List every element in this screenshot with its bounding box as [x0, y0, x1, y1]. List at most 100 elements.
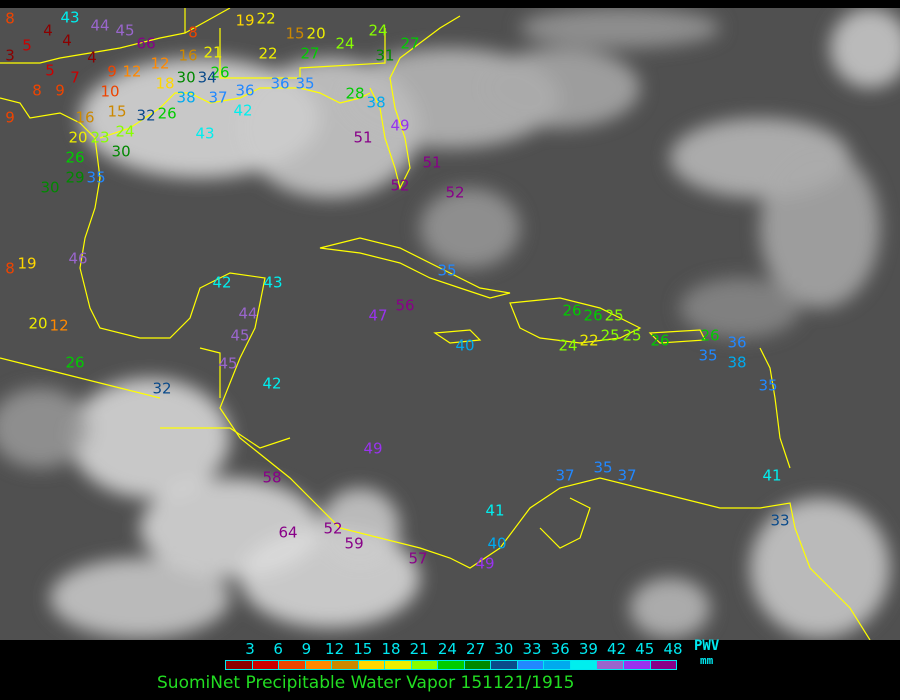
station-pwv-label: 5	[45, 62, 55, 80]
station-pwv-label: 31	[375, 47, 394, 65]
station-pwv-label: 26	[562, 302, 581, 320]
coastline	[433, 329, 482, 344]
color-swatch	[305, 661, 333, 669]
station-pwv-label: 44	[238, 305, 257, 323]
station-pwv-label: 32	[152, 380, 171, 398]
legend-tick: 45	[635, 640, 655, 658]
station-pwv-label: 59	[345, 535, 364, 553]
station-pwv-label: 47	[368, 307, 387, 325]
station-pwv-label: 29	[65, 169, 84, 187]
coastlines	[0, 8, 871, 640]
station-pwv-label: 27	[400, 35, 419, 53]
station-pwv-label: 38	[177, 89, 196, 107]
station-pwv-label: 27	[300, 45, 319, 63]
station-pwv-label: 36	[727, 334, 746, 352]
station-pwv-label: 21	[203, 44, 222, 62]
station-pwv-label: 15	[107, 103, 126, 121]
color-swatch	[597, 661, 624, 669]
station-pwv-label: 41	[762, 467, 781, 485]
station-pwv-label: 4	[62, 32, 72, 50]
station-pwv-label: 44	[90, 17, 109, 35]
legend-tick: 3	[245, 640, 255, 658]
station-pwv-label: 38	[727, 354, 746, 372]
cloud	[320, 488, 400, 568]
cloud	[420, 188, 520, 268]
legend-label: PWV	[694, 638, 720, 654]
station-pwv-label: 41	[485, 502, 504, 520]
legend-tick: 6	[273, 640, 283, 658]
legend-tick: 15	[353, 640, 373, 658]
station-pwv-label: 26	[65, 149, 84, 167]
station-pwv-label: 57	[408, 550, 427, 568]
station-pwv-label: 24	[115, 123, 134, 141]
color-swatch	[226, 661, 253, 669]
cloud	[760, 148, 880, 308]
map-title: SuomiNet Precipitable Water Vapor 151121…	[157, 673, 575, 693]
station-pwv-label: 35	[698, 347, 717, 365]
station-pwv-label: 25	[601, 327, 620, 345]
cloud	[50, 558, 230, 638]
coastline	[0, 357, 161, 399]
station-pwv-label: 64	[278, 524, 297, 542]
station-pwv-label: 35	[87, 169, 106, 187]
station-pwv-label: 8	[5, 260, 15, 278]
station-pwv-label: 43	[60, 9, 79, 27]
coastline	[369, 15, 461, 190]
color-swatch	[623, 661, 651, 669]
legend-tick: 39	[578, 640, 598, 658]
station-pwv-label: 45	[230, 327, 249, 345]
station-pwv-label: 15	[285, 25, 304, 43]
station-pwv-label: 49	[475, 555, 494, 573]
station-pwv-label: 33	[770, 512, 789, 530]
station-pwv-label: 10	[100, 83, 119, 101]
station-pwv-label: 24	[558, 337, 577, 355]
cloud	[480, 48, 640, 128]
station-pwv-label: 37	[617, 467, 636, 485]
coastline	[99, 87, 371, 139]
color-swatch	[385, 661, 412, 669]
color-swatch	[491, 661, 518, 669]
cloud	[750, 498, 890, 638]
color-swatch	[252, 661, 280, 669]
station-pwv-label: 19	[235, 12, 254, 30]
station-pwv-label: 36	[270, 75, 289, 93]
legend-tick: 30	[494, 640, 514, 658]
color-swatch	[650, 661, 677, 669]
color-swatch	[544, 661, 571, 669]
legend-tick: 27	[466, 640, 486, 658]
cloud	[830, 8, 900, 88]
legend-tick: 36	[550, 640, 570, 658]
station-pwv-label: 24	[368, 22, 387, 40]
station-pwv-label: 40	[487, 535, 506, 553]
station-pwv-label: 20	[28, 315, 47, 333]
cloud	[520, 8, 720, 48]
legend-tick: 48	[663, 640, 683, 658]
station-pwv-label: 3	[5, 47, 15, 65]
station-pwv-label: 12	[122, 63, 141, 81]
station-pwv-label: 30	[112, 143, 131, 161]
station-pwv-label: 26	[210, 64, 229, 82]
color-swatch	[358, 661, 386, 669]
station-pwv-label: 49	[390, 117, 409, 135]
station-pwv-label: 42	[262, 375, 281, 393]
legend-tick: 33	[522, 640, 542, 658]
color-swatch	[464, 661, 492, 669]
station-pwv-label: 37	[555, 467, 574, 485]
legend-unit: mm	[700, 654, 714, 667]
color-swatch	[570, 661, 598, 669]
station-pwv-label: 52	[323, 520, 342, 538]
legend: 3 6 9 12 15 18 21 24 27 30 33 36 39 42 45 48	[0, 640, 900, 700]
coastline	[539, 497, 591, 549]
station-pwv-label: 38	[367, 94, 386, 112]
coastline	[319, 237, 511, 299]
station-pwv-label: 20	[307, 25, 326, 43]
station-pwv-label: 58	[262, 469, 281, 487]
color-swatch	[438, 661, 465, 669]
station-pwv-label: 16	[178, 47, 197, 65]
legend-tick: 42	[607, 640, 627, 658]
station-pwv-label: 22	[580, 332, 599, 350]
color-scale-bar	[225, 660, 677, 670]
station-pwv-label: 22	[257, 10, 276, 28]
